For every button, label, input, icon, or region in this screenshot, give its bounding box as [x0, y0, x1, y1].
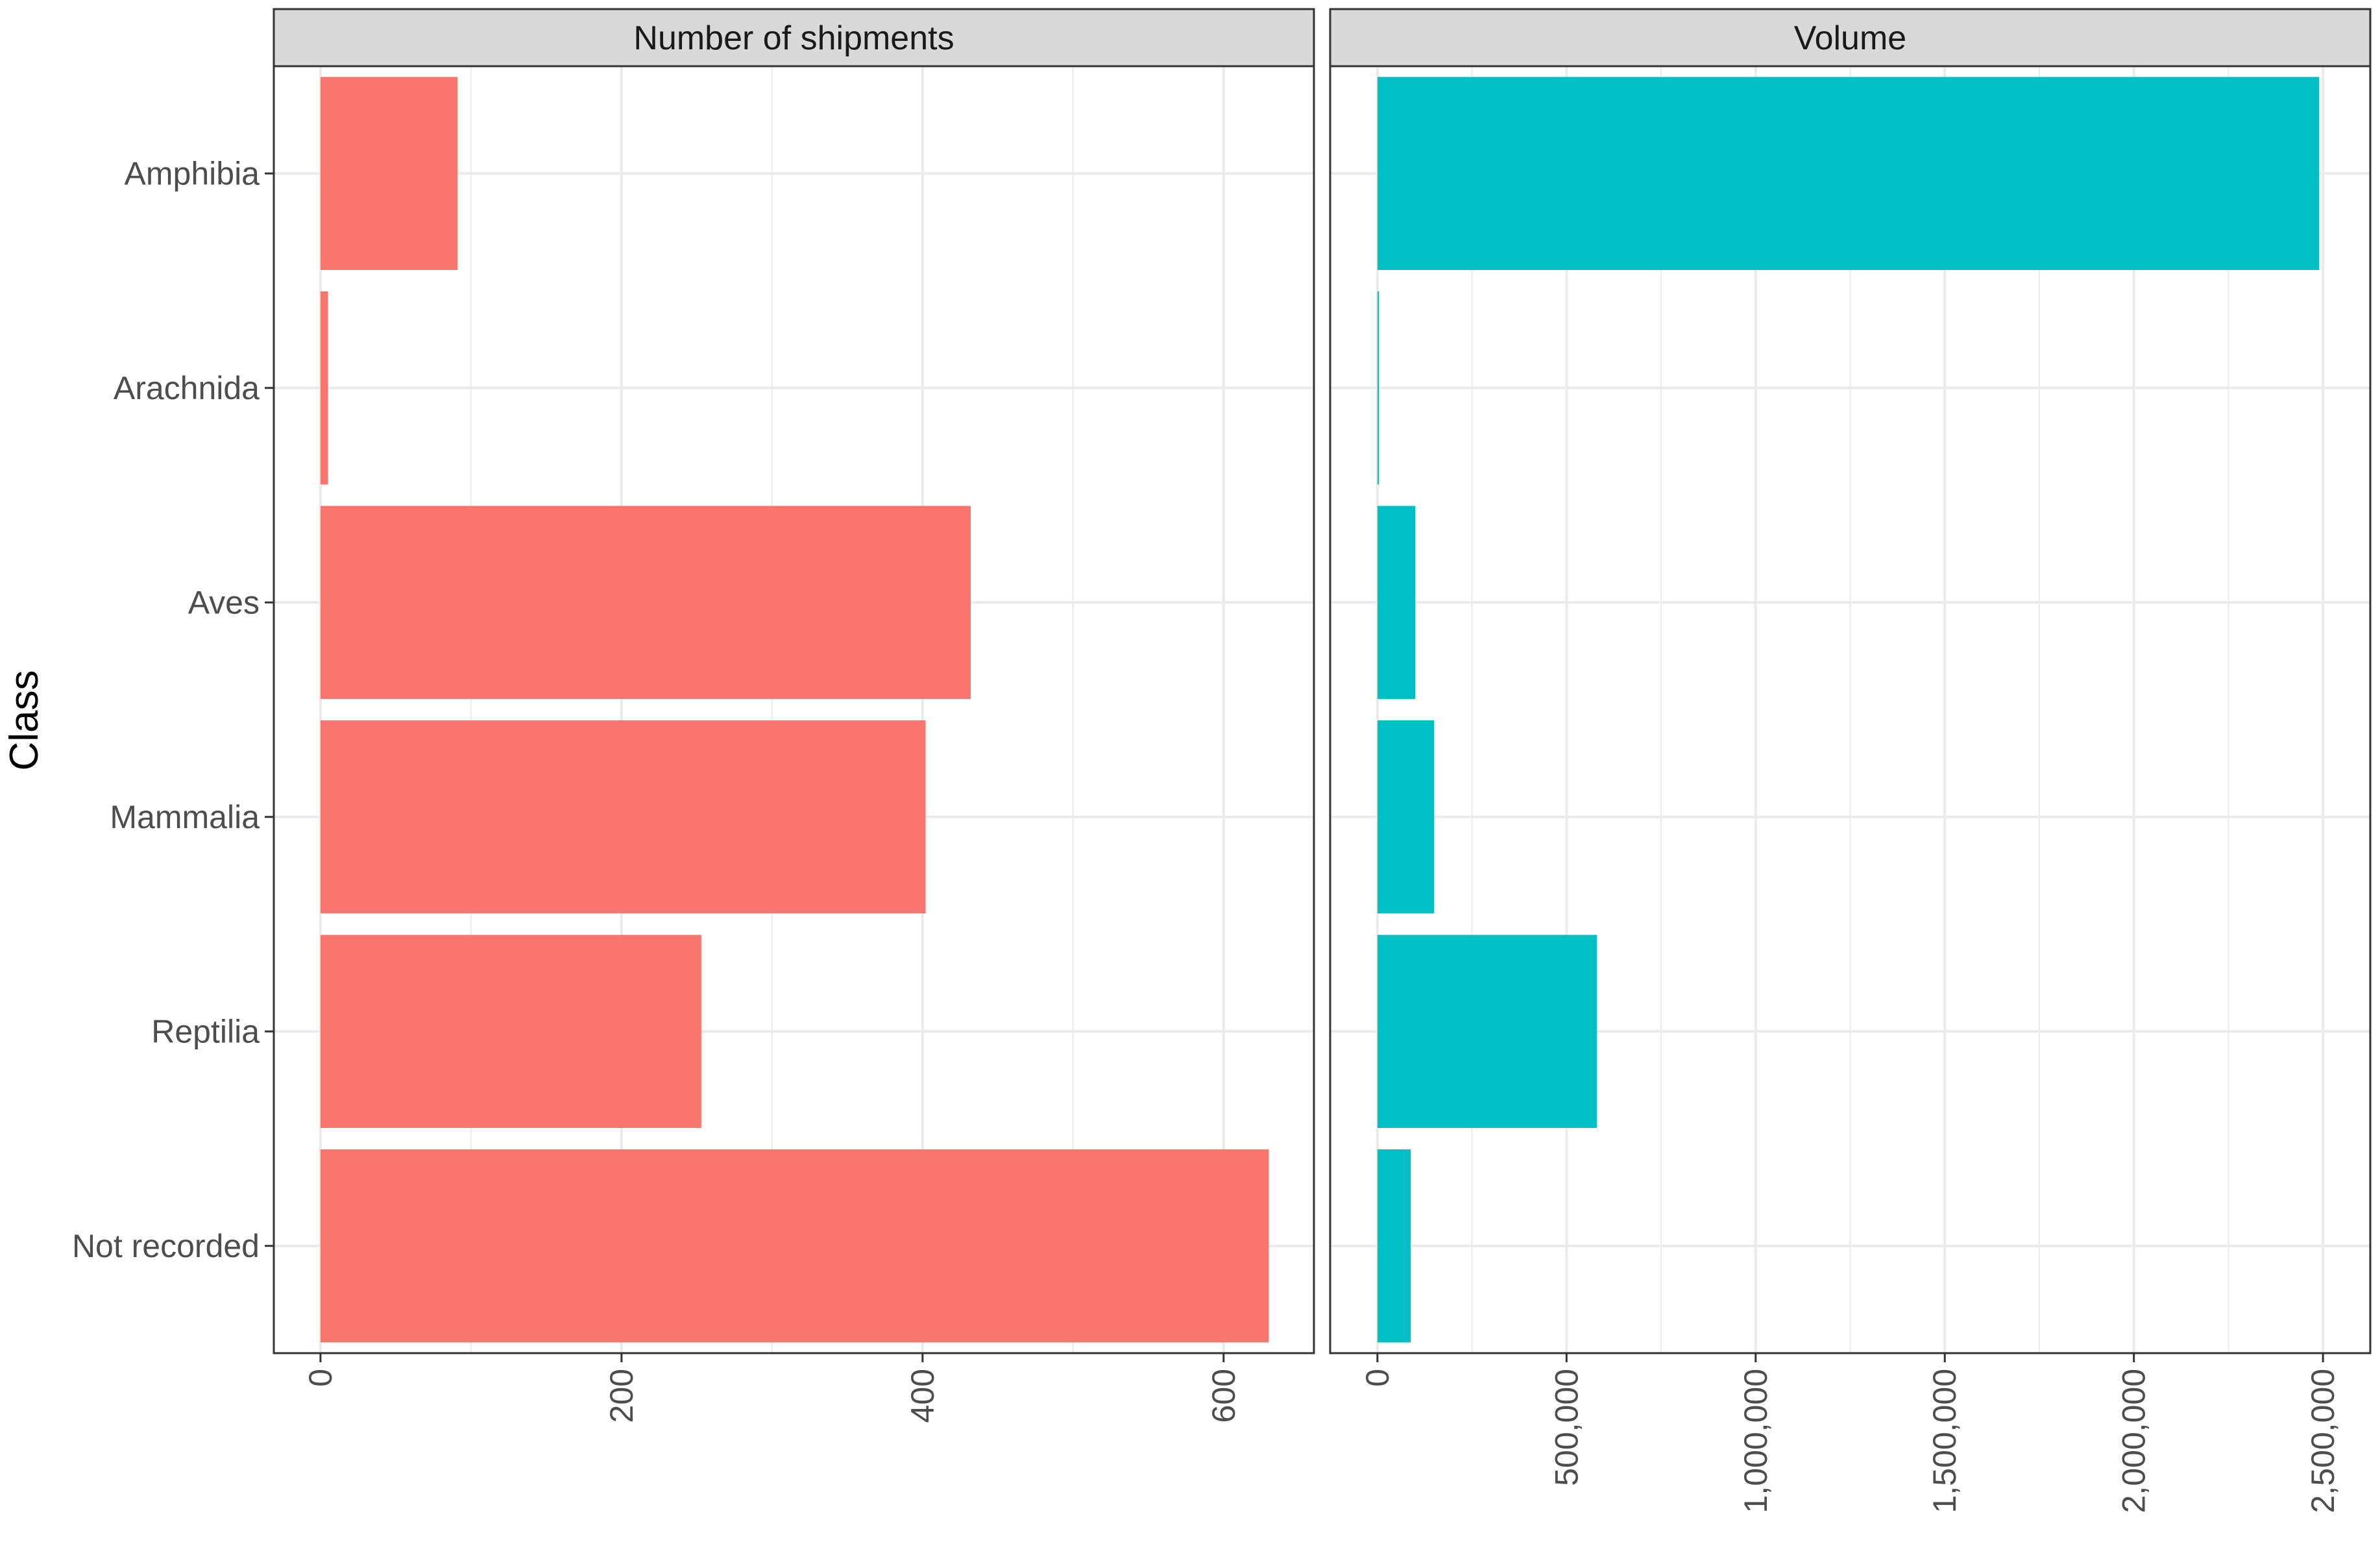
x-tick-label: 1,500,000 [1926, 1369, 1963, 1513]
x-tick-label: 2,000,000 [2116, 1369, 2152, 1513]
panel-border [273, 65, 1315, 1354]
bar-not-recorded [1377, 1149, 1411, 1343]
y-tick-label: Mammalia [110, 799, 260, 835]
bar-not-recorded [320, 1149, 1269, 1343]
bar-mammalia [320, 720, 926, 914]
facet-strip [1329, 8, 2372, 67]
facet-panel-shipments: Number of shipments 0 200 400 600 Amphibia Ara… [72, 8, 1315, 1423]
y-tick-label: Arachnida [114, 370, 260, 406]
x-tick-label: 1,000,000 [1738, 1369, 1774, 1513]
y-axis-title: Class [2, 670, 47, 770]
bar-reptilia [1377, 935, 1597, 1128]
facet-title: Volume [1794, 19, 1906, 57]
bar-reptilia [320, 935, 701, 1128]
facet-strip [273, 8, 1315, 67]
bar-aves [320, 506, 971, 699]
bar-amphibia [320, 77, 458, 270]
bar-arachnida [320, 291, 328, 485]
y-tick-label: Aves [188, 584, 260, 620]
x-tick-label: 0 [1359, 1369, 1396, 1387]
y-tick-label: Amphibia [125, 155, 260, 191]
facet-panel-volume: Volume 0 500,000 1,000,000 1,500,000 2,000,00… [1329, 8, 2372, 1513]
y-tick-label: Not recorded [72, 1228, 260, 1264]
x-tick-label: 2,500,000 [2305, 1369, 2341, 1513]
facet-title: Number of shipments [633, 19, 954, 57]
bar-arachnida [1377, 291, 1379, 485]
x-tick-label: 400 [905, 1369, 941, 1423]
x-tick-label: 200 [603, 1369, 640, 1423]
x-tick-label: 0 [302, 1369, 339, 1387]
y-tick-label: Reptilia [151, 1013, 260, 1049]
bar-amphibia [1377, 77, 2320, 270]
panel-background [274, 66, 1314, 1353]
x-tick-label: 600 [1206, 1369, 1242, 1423]
bar-aves [1377, 506, 1416, 699]
bar-mammalia [1377, 720, 1435, 914]
panel-border [1329, 65, 2372, 1354]
x-tick-label: 500,000 [1548, 1369, 1585, 1486]
